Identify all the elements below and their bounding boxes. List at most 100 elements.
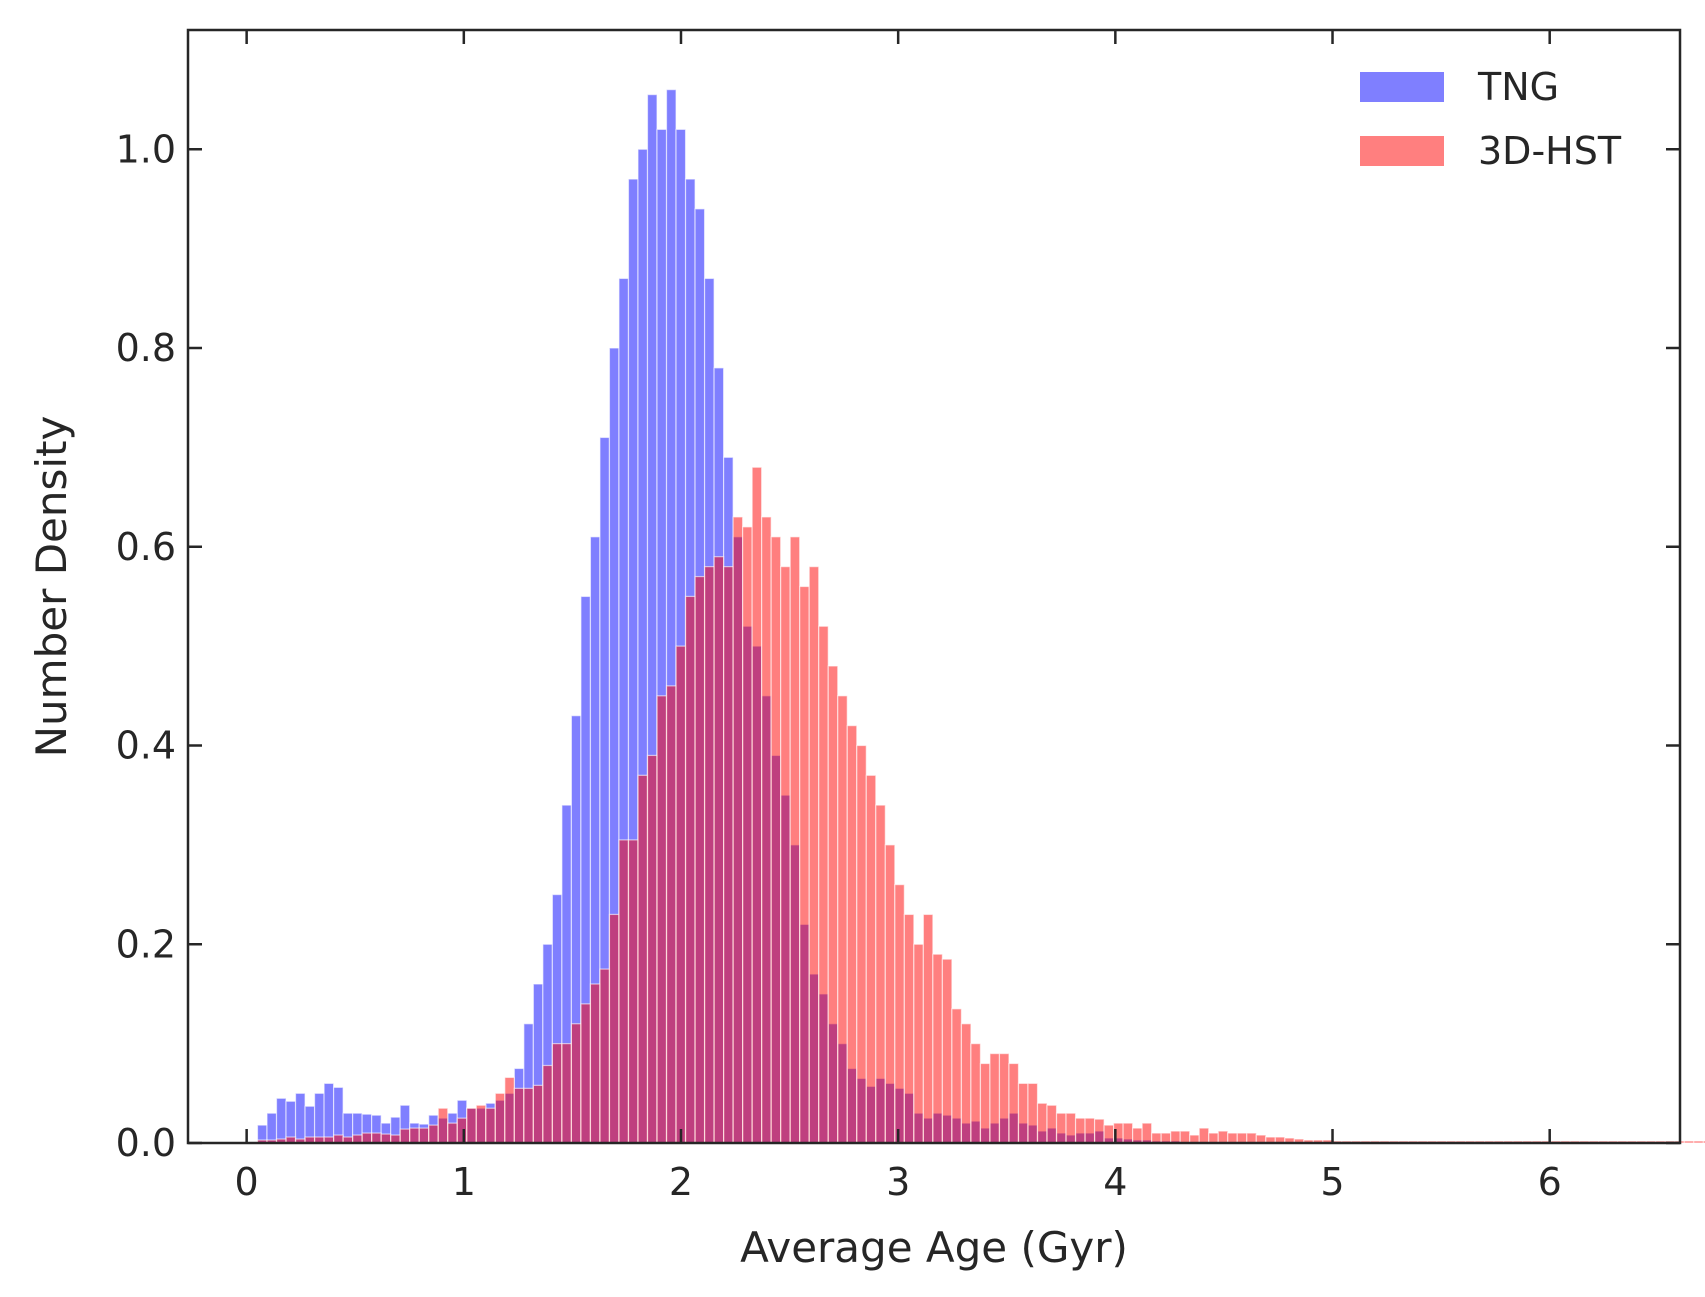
bar-3D-HST-43 [665, 685, 677, 1144]
bar-3D-HST-99 [1198, 1127, 1210, 1144]
ticks-layer: 0 1 2 3 4 5 6 0.0 0.2 0.4 0.6 0.8 1.0 [116, 30, 1680, 1204]
bar-3D-HST-25 [494, 1092, 506, 1144]
bar-3D-HST-11 [361, 1132, 373, 1144]
y-tick-label: 0.8 [116, 326, 176, 370]
bar-3D-HST-150 [1683, 1140, 1695, 1144]
bar-3D-HST-92 [1132, 1127, 1143, 1144]
bar-3D-HST-33 [570, 1023, 582, 1144]
bar-3D-HST-37 [608, 913, 620, 1144]
bar-3D-HST-35 [589, 983, 601, 1144]
bar-3D-HST-56 [789, 536, 801, 1144]
bar-3D-HST-104 [1246, 1132, 1257, 1144]
bar-3D-HST-17 [418, 1127, 430, 1144]
bar-3D-HST-29 [532, 1084, 544, 1144]
bar-3D-HST-89 [1103, 1124, 1115, 1144]
bar-3D-HST-26 [504, 1076, 515, 1144]
bar-TNG-7 [323, 1082, 335, 1144]
bar-3D-HST-55 [780, 566, 791, 1144]
bar-3D-HST-67 [894, 884, 905, 1144]
x-tick-label: 5 [1320, 1160, 1344, 1204]
bar-3D-HST-18 [428, 1124, 439, 1144]
bar-3D-HST-49 [722, 566, 734, 1144]
legend-swatch [1360, 72, 1444, 102]
bar-TNG-6 [313, 1092, 325, 1144]
bar-3D-HST-41 [646, 754, 658, 1144]
bar-3D-HST-62 [846, 725, 858, 1144]
bar-3D-HST-23 [475, 1104, 487, 1144]
bar-3D-HST-60 [827, 665, 839, 1144]
legend-swatch [1360, 136, 1444, 166]
bar-TNG-1 [266, 1112, 278, 1144]
bar-3D-HST-15 [399, 1128, 411, 1144]
bar-3D-HST-85 [1065, 1112, 1077, 1144]
bar-3D-HST-97 [1179, 1130, 1191, 1144]
bar-3D-HST-68 [903, 913, 915, 1144]
bar-3D-HST-36 [599, 968, 611, 1144]
bar-3D-HST-72 [941, 958, 953, 1144]
plot-frame [186, 28, 1682, 1145]
bar-3D-HST-32 [561, 1043, 573, 1144]
bar-3D-HST-20 [447, 1122, 458, 1144]
bar-3D-HST-64 [865, 774, 877, 1144]
y-tick-label: 1.0 [116, 127, 176, 171]
bar-3D-HST-22 [466, 1107, 477, 1144]
bar-3D-HST-91 [1122, 1122, 1134, 1144]
bar-3D-HST-102 [1227, 1132, 1238, 1144]
bar-3D-HST-63 [856, 744, 867, 1144]
bar-TNG-4 [294, 1092, 306, 1144]
legend-item-3D-HST: 3D-HST [1360, 129, 1622, 173]
bar-3D-HST-75 [970, 1043, 982, 1144]
bar-3D-HST-59 [818, 625, 829, 1144]
bar-3D-HST-16 [409, 1127, 420, 1144]
x-tick-label: 1 [452, 1160, 476, 1204]
legend-label: 3D-HST [1478, 129, 1622, 173]
bar-3D-HST-87 [1084, 1117, 1096, 1144]
bar-3D-HST-81 [1027, 1082, 1039, 1144]
bar-3D-HST-86 [1074, 1117, 1086, 1144]
bar-3D-HST-77 [989, 1052, 1001, 1144]
bar-3D-HST-79 [1008, 1062, 1020, 1144]
bar-3D-HST-39 [627, 839, 639, 1144]
bar-3D-HST-100 [1208, 1132, 1219, 1144]
bar-3D-HST-152 [1702, 1140, 1705, 1144]
series-3D-HST [256, 466, 1705, 1144]
bar-3D-HST-53 [761, 516, 772, 1144]
legend-label: TNG [1477, 65, 1559, 109]
y-tick-label: 0.6 [116, 525, 176, 569]
bar-3D-HST-93 [1141, 1122, 1153, 1144]
bar-3D-HST-66 [884, 844, 896, 1144]
bar-3D-HST-52 [751, 466, 763, 1144]
bar-3D-HST-19 [437, 1107, 449, 1144]
y-tick-label: 0.2 [116, 922, 176, 966]
bars-layer [256, 89, 1705, 1144]
bar-3D-HST-73 [951, 1008, 963, 1144]
bar-3D-HST-31 [551, 1043, 563, 1144]
bar-3D-HST-82 [1036, 1102, 1048, 1144]
x-tick-label: 4 [1103, 1160, 1127, 1204]
bar-3D-HST-78 [998, 1052, 1010, 1144]
bar-3D-HST-74 [960, 1023, 972, 1144]
bar-3D-HST-65 [875, 804, 886, 1144]
bar-3D-HST-61 [837, 695, 848, 1144]
bar-3D-HST-54 [770, 536, 782, 1144]
bar-3D-HST-34 [580, 1003, 592, 1144]
bar-3D-HST-38 [618, 839, 630, 1144]
bar-3D-HST-47 [703, 566, 715, 1144]
bar-3D-HST-103 [1236, 1132, 1248, 1144]
y-axis-title: Number Density [27, 416, 76, 758]
bar-3D-HST-96 [1170, 1130, 1181, 1144]
bar-3D-HST-70 [922, 913, 934, 1144]
bar-3D-HST-28 [523, 1087, 534, 1144]
x-axis-title: Average Age (Gyr) [740, 1223, 1128, 1272]
bar-3D-HST-95 [1160, 1132, 1172, 1144]
bar-3D-HST-46 [694, 575, 706, 1144]
bar-3D-HST-94 [1151, 1132, 1162, 1144]
bar-3D-HST-48 [713, 556, 725, 1144]
bar-3D-HST-76 [979, 1062, 991, 1144]
y-tick-label: 0.4 [116, 724, 176, 768]
bar-3D-HST-44 [675, 645, 687, 1144]
bar-3D-HST-88 [1093, 1118, 1105, 1144]
legend-item-TNG: TNG [1360, 65, 1559, 109]
bar-3D-HST-83 [1046, 1104, 1058, 1144]
